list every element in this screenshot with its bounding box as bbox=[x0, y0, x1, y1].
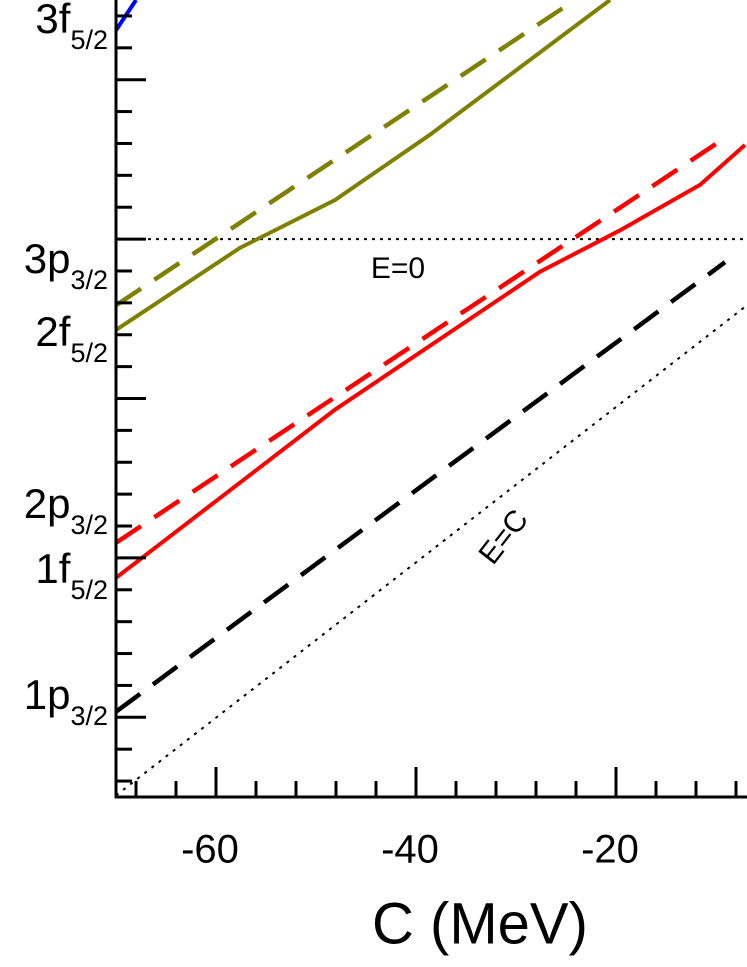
series-line bbox=[116, 143, 747, 580]
level-name: 3f bbox=[35, 0, 70, 42]
level-subscript: 3/2 bbox=[70, 265, 108, 295]
series-line bbox=[116, 305, 747, 797]
level-name: 1f bbox=[35, 545, 70, 592]
level-label: 2p3/2 bbox=[24, 480, 108, 540]
level-subscript: 3/2 bbox=[70, 701, 108, 731]
level-label: 3f5/2 bbox=[35, 0, 108, 55]
series-line bbox=[116, 0, 612, 332]
level-subscript: 5/2 bbox=[70, 25, 108, 55]
series-line bbox=[116, 0, 577, 308]
level-label: 3p3/2 bbox=[24, 235, 108, 295]
series-line bbox=[116, 260, 727, 714]
level-subscript: 5/2 bbox=[70, 338, 108, 368]
level-name: 3p bbox=[24, 235, 71, 282]
level-subscript: 3/2 bbox=[70, 510, 108, 540]
level-name: 2p bbox=[24, 480, 71, 527]
level-label: 2f5/2 bbox=[35, 308, 108, 368]
x-axis-title: C (MeV) bbox=[372, 891, 588, 956]
level-label: 1f5/2 bbox=[35, 545, 108, 605]
diagonal-label: E=C bbox=[473, 504, 535, 571]
x-tick-label: -20 bbox=[581, 828, 639, 872]
level-name: 2f bbox=[35, 308, 70, 355]
level-subscript: 5/2 bbox=[70, 575, 108, 605]
zero-label: E=0 bbox=[371, 252, 425, 285]
level-label: 1p3/2 bbox=[24, 671, 108, 731]
x-tick-label: -40 bbox=[381, 828, 439, 872]
level-name: 1p bbox=[24, 671, 71, 718]
x-tick-label: -60 bbox=[181, 828, 239, 872]
series-line bbox=[116, 136, 727, 545]
plot-area bbox=[116, 0, 747, 797]
